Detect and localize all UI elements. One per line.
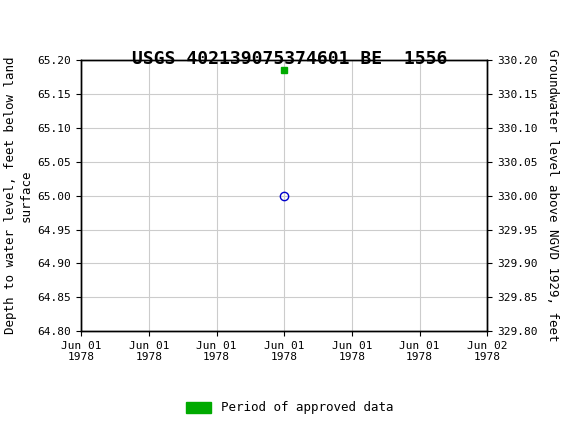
Text: USGS 402139075374601 BE  1556: USGS 402139075374601 BE 1556 <box>132 50 448 68</box>
Legend: Period of approved data: Period of approved data <box>181 396 399 419</box>
Text: USGS: USGS <box>46 12 115 33</box>
Y-axis label: Depth to water level, feet below land
surface: Depth to water level, feet below land su… <box>4 57 32 335</box>
Y-axis label: Groundwater level above NGVD 1929, feet: Groundwater level above NGVD 1929, feet <box>546 49 559 342</box>
